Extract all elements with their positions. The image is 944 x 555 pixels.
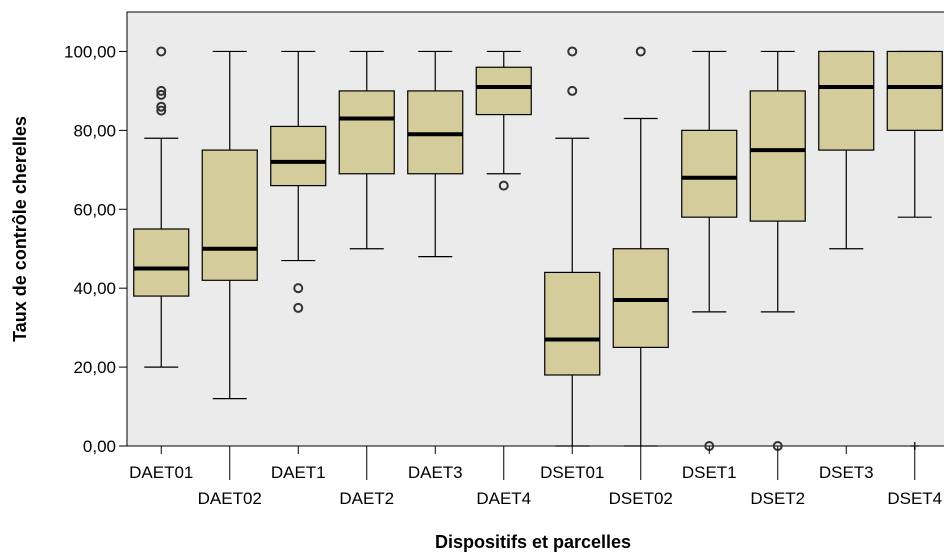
x-tick-label: DAET2 [339,489,394,508]
outlier-point [156,101,167,112]
x-tick-label: DSET2 [750,489,805,508]
outlier-point [156,46,167,57]
y-axis-title: Taux de contrôle cherelles [10,116,30,342]
x-tick-label: DAET02 [198,489,262,508]
box-DSET4 [886,50,943,131]
x-axis-title: Dispositifs et parcelles [435,532,631,552]
outlier-point [293,283,304,294]
x-tick-label: DAET1 [271,463,326,482]
box-DAET1 [270,125,327,187]
outlier-point [498,180,509,191]
plot-area [126,11,944,447]
outlier-point [567,85,578,96]
x-tick-label: DSET02 [609,489,673,508]
x-tick-label: DSET3 [819,463,874,482]
box-DAET2 [338,90,395,175]
box-DAET01 [133,228,190,297]
box-DSET2 [749,90,806,222]
box-DAET02 [201,149,258,281]
outlier-point [156,89,167,100]
outlier-point [567,46,578,57]
box-DSET1 [681,129,738,218]
y-tick-label: 100,00 [64,42,116,61]
box-group [133,46,943,451]
outlier-point [156,105,167,116]
box-DSET3 [818,50,875,151]
x-tick-label: DAET4 [476,489,531,508]
x-tick-label: DAET3 [408,463,463,482]
outlier-point [635,46,646,57]
y-tick-label: 40,00 [73,279,116,298]
x-tick-label: DSET1 [682,463,737,482]
y-tick-label: 60,00 [73,200,116,219]
x-tick-label: DSET4 [887,489,942,508]
box-DSET01 [544,271,601,376]
x-tick-label: DAET01 [129,463,193,482]
box-DAET4 [475,66,532,116]
x-tick-label: DSET01 [540,463,604,482]
outlier-point [293,302,304,313]
axes: 0,00 20,00 40,00 60,00 80,00 100,00 DAET01 DAET… [64,42,942,508]
y-tick-label: 20,00 [73,358,116,377]
y-tick-label: 0,00 [83,437,116,456]
outlier-point [156,85,167,96]
y-tick-label: 80,00 [73,121,116,140]
